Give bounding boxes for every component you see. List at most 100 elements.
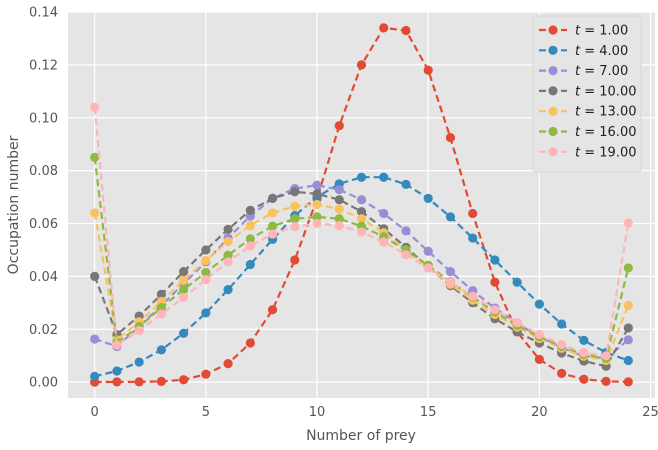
data-point	[312, 212, 322, 222]
data-point	[134, 377, 144, 387]
data-point	[245, 234, 255, 244]
y-tick-label: 0.00	[29, 376, 58, 391]
data-point	[245, 241, 255, 251]
data-point	[534, 299, 544, 309]
legend-label: t = 19.00	[575, 145, 636, 160]
data-point	[223, 224, 233, 234]
data-point	[601, 376, 611, 386]
data-point	[379, 172, 389, 182]
data-point	[445, 277, 456, 287]
data-point	[445, 132, 456, 143]
data-point	[401, 25, 411, 36]
data-point	[579, 374, 589, 384]
data-point	[245, 338, 255, 348]
legend-marker	[548, 126, 558, 137]
data-point	[401, 226, 411, 236]
data-point	[179, 375, 189, 385]
data-point	[134, 325, 144, 336]
data-point	[134, 357, 144, 367]
data-point	[423, 263, 433, 273]
data-point	[223, 236, 233, 247]
series-t-19-00	[90, 102, 633, 361]
legend-label: t = 16.00	[575, 125, 636, 140]
data-point	[623, 355, 633, 366]
legend-marker	[548, 106, 558, 116]
data-point	[401, 179, 411, 189]
data-point	[379, 208, 389, 219]
data-point	[156, 302, 166, 313]
data-point	[623, 218, 633, 228]
legend-marker	[548, 25, 558, 35]
x-axis-ticks: 0 5 10 15 20 25	[91, 405, 658, 420]
series-layer	[90, 23, 633, 387]
y-tick-label: 0.10	[29, 111, 58, 126]
legend-marker	[548, 86, 558, 96]
data-point	[90, 152, 100, 163]
x-tick-label: 25	[642, 405, 658, 420]
data-point	[334, 185, 344, 195]
x-tick-label: 15	[420, 405, 437, 420]
data-point	[356, 195, 367, 205]
data-point	[623, 323, 633, 333]
data-point	[579, 347, 589, 358]
data-point	[490, 305, 500, 315]
data-point	[290, 255, 300, 265]
data-point	[312, 180, 322, 190]
y-axis-ticks: 0.00 0.02 0.04 0.06 0.08 0.10 0.12 0.14	[29, 6, 58, 391]
data-point	[179, 267, 189, 277]
legend-label: t = 10.00	[575, 84, 636, 99]
data-point	[356, 214, 367, 224]
data-point	[557, 319, 567, 329]
data-point	[334, 195, 344, 205]
y-tick-label: 0.12	[29, 58, 58, 73]
legend-marker	[548, 147, 558, 157]
data-point	[356, 172, 367, 182]
series-t-4-00	[90, 172, 633, 381]
data-point	[334, 204, 344, 214]
data-point	[334, 214, 344, 224]
data-point	[201, 245, 211, 255]
data-point	[601, 351, 611, 361]
data-point	[223, 250, 233, 260]
data-point	[290, 201, 300, 211]
data-point	[512, 277, 522, 287]
data-point	[557, 339, 567, 350]
y-tick-label: 0.02	[29, 323, 58, 338]
data-point	[445, 212, 456, 222]
data-point	[534, 354, 544, 364]
data-point	[156, 376, 166, 386]
data-point	[623, 377, 633, 387]
data-point	[267, 193, 278, 203]
legend-entry: t = 10.00	[539, 84, 636, 99]
data-point	[112, 340, 122, 350]
y-tick-label: 0.06	[29, 217, 58, 232]
data-point	[379, 23, 389, 33]
legend-label: t = 13.00	[575, 105, 636, 120]
legend: t = 1.00 t = 4.00 t = 7.00 t = 10.00 t = 13.…	[532, 15, 642, 173]
data-point	[267, 221, 278, 231]
y-tick-label: 0.14	[29, 6, 58, 21]
x-tick-label: 20	[531, 405, 548, 420]
data-point	[267, 305, 278, 315]
data-point	[245, 221, 255, 231]
data-point	[490, 277, 500, 287]
data-point	[223, 285, 233, 295]
data-point	[356, 207, 367, 217]
legend-marker	[548, 45, 558, 55]
data-point	[490, 255, 500, 265]
data-point	[334, 221, 344, 231]
data-point	[223, 257, 233, 267]
data-point	[379, 237, 389, 247]
data-point	[179, 275, 189, 285]
data-point	[90, 208, 100, 218]
data-point	[623, 335, 633, 345]
data-point	[468, 233, 478, 243]
data-point	[245, 259, 255, 270]
data-point	[290, 214, 300, 224]
y-axis-label: Occupation number	[6, 135, 22, 274]
data-point	[179, 328, 189, 338]
data-point	[267, 208, 278, 218]
data-point	[156, 309, 166, 319]
data-point	[201, 308, 211, 318]
data-point	[290, 222, 300, 232]
